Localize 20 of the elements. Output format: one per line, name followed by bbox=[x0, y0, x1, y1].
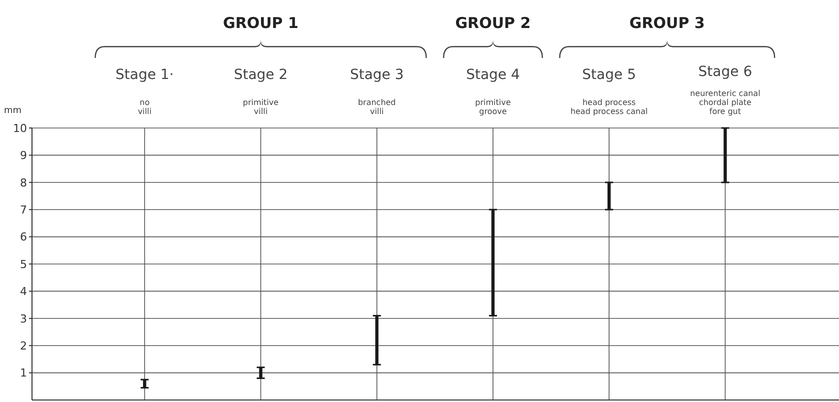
y-axis-title: mm bbox=[4, 106, 22, 116]
text: GROUP 1 bbox=[223, 14, 298, 32]
y-tick-label: 6 bbox=[20, 230, 27, 244]
x-tick-label: Stage 5 head process head process canal bbox=[570, 67, 648, 116]
y-tick-label: 1 bbox=[20, 366, 27, 380]
text: GROUP 2 bbox=[455, 14, 531, 32]
y-tick-label: 4 bbox=[20, 285, 27, 298]
y-tick-label: 9 bbox=[20, 149, 27, 162]
x-tick-label: Stage 1· no villi bbox=[116, 67, 174, 116]
x-tick-label: Stage 4 primitive groove bbox=[466, 67, 520, 116]
x-tick-label: Stage 2 primitive villi bbox=[234, 67, 288, 116]
y-tick-label: 2 bbox=[20, 339, 27, 352]
y-tick-label: 7 bbox=[20, 203, 27, 216]
y-tick-label: 3 bbox=[20, 312, 27, 326]
y-tick-label: 10 bbox=[13, 122, 27, 135]
x-tick-label: Stage 3 branched villi bbox=[350, 67, 404, 116]
y-tick-label: 8 bbox=[20, 176, 27, 190]
y-tick-label: 5 bbox=[20, 258, 27, 271]
text: GROUP 3 bbox=[629, 14, 705, 32]
x-tick-label: Stage 6 neurenteric canal chordal plate fore gut bbox=[690, 64, 760, 116]
